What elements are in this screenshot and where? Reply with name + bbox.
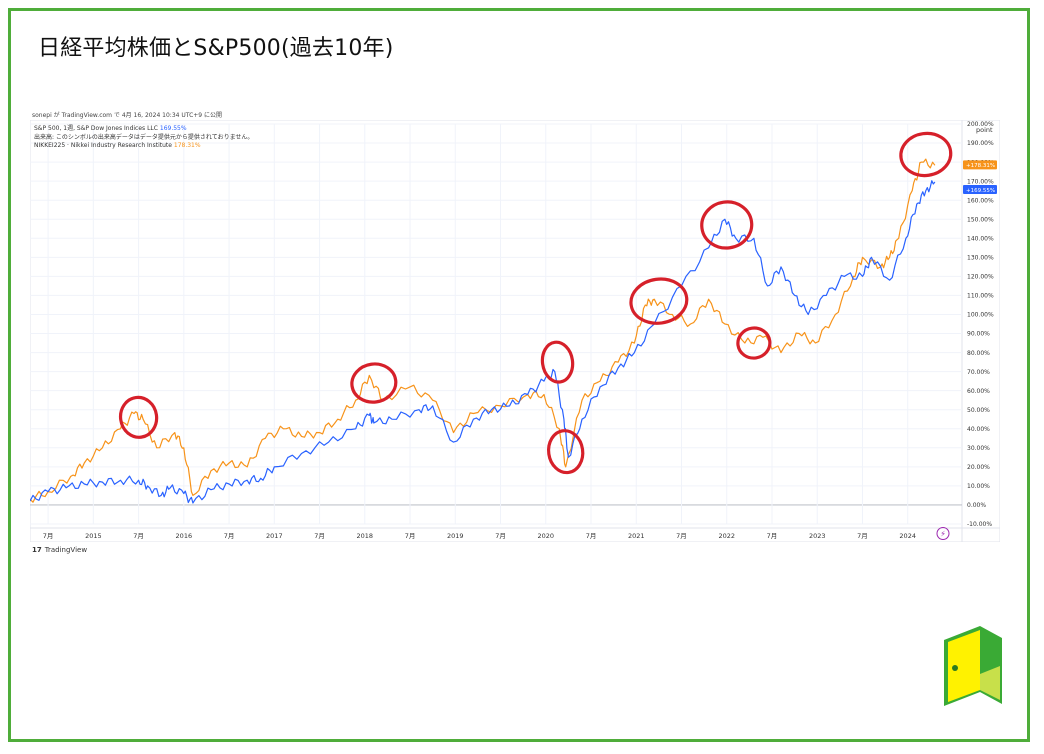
- x-tick-label: 7月: [43, 532, 54, 540]
- annotation-circle-2022-low: [736, 326, 772, 360]
- y-tick-label: 70.00%: [967, 369, 990, 376]
- tradingview-logo-text: TradingView: [44, 546, 88, 554]
- y-tick-label: 140.00%: [967, 235, 994, 242]
- y-tick-label: -10.00%: [967, 521, 992, 528]
- nikkei-last-value-tag-bg: [963, 160, 997, 170]
- x-tick-label: 2023: [809, 532, 826, 540]
- publish-attribution: sonepi が TradingView.com で 4月 16, 2024 1…: [32, 112, 223, 119]
- x-tick-label: 2015: [85, 532, 102, 540]
- legend-volume-note: 出来高: このシンボルの出来高データはデータ提供元から提供されておりません。: [34, 133, 254, 141]
- legend-nikkei-value: 178.31%: [173, 142, 201, 149]
- x-tick-label: 7月: [586, 532, 597, 540]
- legend-sp500[interactable]: S&P 500, 1週, S&P Dow Jones Indices LLC 1…: [34, 125, 253, 134]
- annotation-circle-2024-peak: [899, 131, 953, 178]
- x-tick-label: 7月: [857, 532, 868, 540]
- slide-frame: [8, 8, 1030, 742]
- tradingview-logo-glyph: 17: [32, 546, 42, 554]
- y-tick-label: 160.00%: [967, 197, 994, 204]
- y-tick-label: 30.00%: [967, 445, 990, 452]
- x-tick-label: 7月: [224, 532, 235, 540]
- legend-nikkei[interactable]: NIKKEI225 · Nikkei Industry Research Ins…: [34, 142, 253, 151]
- annotation-circle-2020-crash: [546, 429, 585, 475]
- x-tick-label: 7月: [676, 532, 687, 540]
- chart-legend: S&P 500, 1週, S&P Dow Jones Indices LLC 1…: [34, 125, 253, 151]
- bolt-icon[interactable]: [936, 527, 950, 541]
- price-scale-unit: point: [976, 126, 993, 134]
- x-tick-label: 7月: [133, 532, 144, 540]
- page-title: 日経平均株価とS&P500(過去10年): [38, 36, 394, 61]
- sp500-last-value-tag-bg: [963, 185, 997, 194]
- y-tick-label: 120.00%: [967, 274, 994, 281]
- x-tick-label: 7月: [495, 532, 506, 540]
- x-tick-label: 2018: [357, 532, 374, 540]
- x-tick-label: 7月: [314, 532, 325, 540]
- legend-sp500-value: 169.55%: [159, 125, 187, 132]
- nikkei-last-value-tag: +178.31%: [966, 163, 995, 169]
- annotation-circle-2021-top: [700, 200, 754, 250]
- x-tick-label: 2020: [537, 532, 554, 540]
- y-tick-label: 50.00%: [967, 407, 990, 414]
- x-tick-label: 2019: [447, 532, 464, 540]
- legend-nikkei-label: NIKKEI225 · Nikkei Industry Research Ins…: [34, 142, 172, 149]
- x-tick-label: 7月: [405, 532, 416, 540]
- y-tick-label: 150.00%: [967, 216, 994, 223]
- line-chart[interactable]: point200.00%190.00%180.00%170.00%160.00%…: [30, 120, 1000, 542]
- y-tick-label: 60.00%: [967, 388, 990, 395]
- bolt-glyph: ⚡: [940, 530, 946, 539]
- sp500-last-value-tag: +169.55%: [966, 188, 995, 194]
- annotation-circle-2021-peak: [629, 277, 689, 325]
- y-tick-label: 20.00%: [967, 464, 990, 471]
- x-tick-label: 7月: [767, 532, 778, 540]
- y-tick-label: 40.00%: [967, 426, 990, 433]
- door-logo-icon: [944, 626, 1002, 706]
- x-tick-label: 2021: [628, 532, 645, 540]
- y-tick-label: 200.00%: [967, 121, 994, 128]
- y-tick-label: 190.00%: [967, 140, 994, 147]
- annotation-circle-2018-peak: [350, 362, 398, 404]
- y-tick-label: 100.00%: [967, 312, 994, 319]
- nikkei-series-line[interactable]: [30, 158, 936, 503]
- y-tick-label: 0.00%: [967, 502, 986, 509]
- x-tick-label: 2024: [899, 532, 916, 540]
- y-tick-label: 170.00%: [967, 178, 994, 185]
- y-tick-label: 90.00%: [967, 331, 990, 338]
- y-tick-label: 80.00%: [967, 350, 990, 357]
- x-tick-label: 2022: [718, 532, 735, 540]
- x-tick-label: 2016: [176, 532, 193, 540]
- chart-background: [30, 120, 1000, 542]
- tradingview-logo[interactable]: 17 TradingView: [32, 546, 87, 554]
- annotation-circle-2015-peak: [118, 395, 159, 439]
- legend-sp500-label: S&P 500, 1週, S&P Dow Jones Indices LLC: [34, 125, 158, 132]
- x-tick-label: 2017: [266, 532, 283, 540]
- annotation-circle-2020-top: [540, 340, 575, 384]
- sp500-series-line[interactable]: [30, 180, 936, 504]
- y-tick-label: 130.00%: [967, 255, 994, 262]
- y-tick-label: 110.00%: [967, 293, 994, 300]
- y-tick-label: 10.00%: [967, 483, 990, 490]
